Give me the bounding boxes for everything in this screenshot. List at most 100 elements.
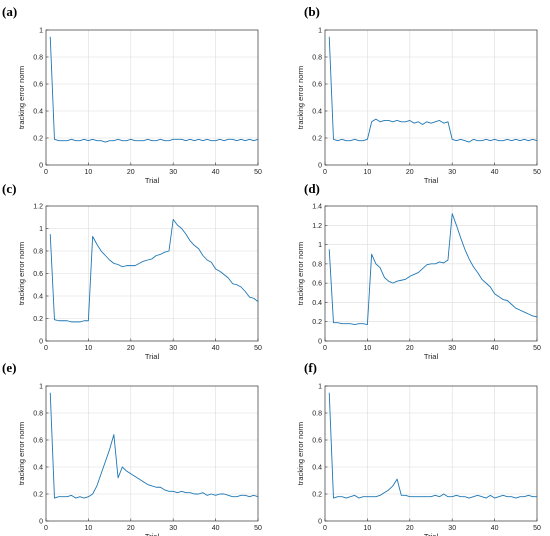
x-tick-label: 10 <box>85 525 93 532</box>
x-tick-label: 0 <box>323 169 327 176</box>
x-axis-label: Trial <box>424 352 439 361</box>
plot-frame <box>324 385 538 522</box>
y-tick-label: 1 <box>39 28 43 35</box>
x-axis-label: Trial <box>424 532 439 536</box>
panel-2: (b) 0 10 20 30 40 50 0 0.2 0.4 0.6 0.8 1 Trial trackin… <box>296 4 541 185</box>
x-axis-label: Trial <box>145 532 160 536</box>
y-tick-label: 1.4 <box>312 204 322 211</box>
y-tick-label: 1.2 <box>33 204 43 211</box>
y-tick-label: 0 <box>318 519 322 526</box>
series-line <box>328 392 537 499</box>
x-axis-label: Trial <box>424 176 439 185</box>
y-axis-label: tracking error norm <box>296 242 305 305</box>
panel-5: (e) 0 10 20 30 40 50 0 0.2 0.4 0.6 0.8 1 Trial trackin… <box>2 360 262 536</box>
y-tick-label: 1 <box>39 226 43 233</box>
y-axis-label: tracking error norm <box>17 422 26 485</box>
y-tick-label: 0.2 <box>312 136 322 143</box>
y-tick-label: 0.8 <box>33 55 43 62</box>
x-tick-label: 20 <box>406 525 414 532</box>
x-tick-label: 30 <box>169 345 177 352</box>
y-tick-label: 0.6 <box>312 281 322 288</box>
x-tick-label: 0 <box>44 525 48 532</box>
y-tick-label: 0 <box>318 339 322 346</box>
y-tick-label: 0.4 <box>33 465 43 472</box>
plot-frame <box>45 29 259 166</box>
y-axis-label: tracking error norm <box>17 66 26 129</box>
series-line <box>49 219 259 323</box>
x-tick-label: 30 <box>448 525 456 532</box>
panel-label: (d) <box>304 181 320 196</box>
y-tick-label: 0.4 <box>312 300 322 307</box>
y-tick-label: 0.8 <box>33 411 43 418</box>
x-tick-label: 10 <box>364 169 372 176</box>
x-tick-label: 40 <box>212 169 220 176</box>
y-tick-label: 0.8 <box>312 55 322 62</box>
panel-label: (e) <box>2 360 16 375</box>
y-tick-label: 0.8 <box>312 411 322 418</box>
y-tick-label: 1 <box>318 28 322 35</box>
x-tick-label: 30 <box>169 169 177 176</box>
y-tick-label: 0 <box>39 339 43 346</box>
x-tick-label: 40 <box>491 345 499 352</box>
y-tick-label: 0.6 <box>312 438 322 445</box>
x-tick-label: 30 <box>448 169 456 176</box>
y-tick-label: 0 <box>39 519 43 526</box>
series-line <box>49 392 259 499</box>
series-line <box>328 36 538 143</box>
x-tick-label: 40 <box>212 525 220 532</box>
y-tick-label: 0.2 <box>33 492 43 499</box>
y-tick-label: 0.2 <box>312 492 322 499</box>
x-tick-label: 40 <box>212 345 220 352</box>
y-tick-label: 0.8 <box>33 249 43 256</box>
x-tick-label: 10 <box>364 345 372 352</box>
x-tick-label: 40 <box>491 525 499 532</box>
y-tick-label: 0.8 <box>312 261 322 268</box>
x-tick-label: 10 <box>364 525 372 532</box>
y-tick-label: 0 <box>39 163 43 170</box>
x-tick-label: 20 <box>127 345 135 352</box>
y-tick-label: 0.4 <box>312 465 322 472</box>
panel-label: (f) <box>304 360 317 375</box>
panel-4: (d) 0 10 20 30 40 50 0 0.2 0.4 0.6 0.8 1 1.2 1.4 Trial t… <box>296 181 541 361</box>
panel-6: (f) 0 10 20 30 40 50 0 0.2 0.4 0.6 0.8 1 Trial trackin… <box>296 360 541 536</box>
y-tick-label: 0 <box>318 163 322 170</box>
x-tick-label: 20 <box>406 345 414 352</box>
plot-frame <box>45 385 259 522</box>
y-tick-label: 1 <box>39 384 43 391</box>
y-axis-label: tracking error norm <box>296 422 305 485</box>
y-tick-label: 0.4 <box>33 294 43 301</box>
x-tick-label: 0 <box>44 345 48 352</box>
x-tick-label: 20 <box>127 525 135 532</box>
x-tick-label: 20 <box>127 169 135 176</box>
x-tick-label: 50 <box>254 169 262 176</box>
y-tick-label: 0.4 <box>312 109 322 116</box>
x-tick-label: 10 <box>85 169 93 176</box>
y-tick-label: 0.6 <box>312 82 322 89</box>
x-tick-label: 0 <box>323 345 327 352</box>
y-tick-label: 0.2 <box>33 316 43 323</box>
x-tick-label: 0 <box>44 169 48 176</box>
x-axis-label: Trial <box>145 352 160 361</box>
y-axis-label: tracking error norm <box>296 66 305 129</box>
x-axis-label: Trial <box>145 176 160 185</box>
x-tick-label: 50 <box>533 169 541 176</box>
panel-3: (c) 0 10 20 30 40 50 0 0.2 0.4 0.6 0.8 1 1.2 Trial trac… <box>2 181 262 361</box>
x-tick-label: 50 <box>533 525 541 532</box>
y-tick-label: 0.6 <box>33 271 43 278</box>
x-tick-label: 0 <box>323 525 327 532</box>
panel-label: (c) <box>2 181 16 196</box>
series-line <box>328 213 538 326</box>
x-tick-label: 20 <box>406 169 414 176</box>
x-tick-label: 10 <box>85 345 93 352</box>
x-tick-label: 30 <box>448 345 456 352</box>
y-tick-label: 1 <box>318 384 322 391</box>
x-tick-label: 50 <box>533 345 541 352</box>
panel-label: (b) <box>304 4 320 19</box>
x-tick-label: 40 <box>491 169 499 176</box>
plot-frame <box>324 29 538 166</box>
y-tick-label: 0.6 <box>33 438 43 445</box>
panel-label: (a) <box>2 4 17 19</box>
x-tick-label: 50 <box>254 345 262 352</box>
y-axis-label: tracking error norm <box>17 242 26 305</box>
